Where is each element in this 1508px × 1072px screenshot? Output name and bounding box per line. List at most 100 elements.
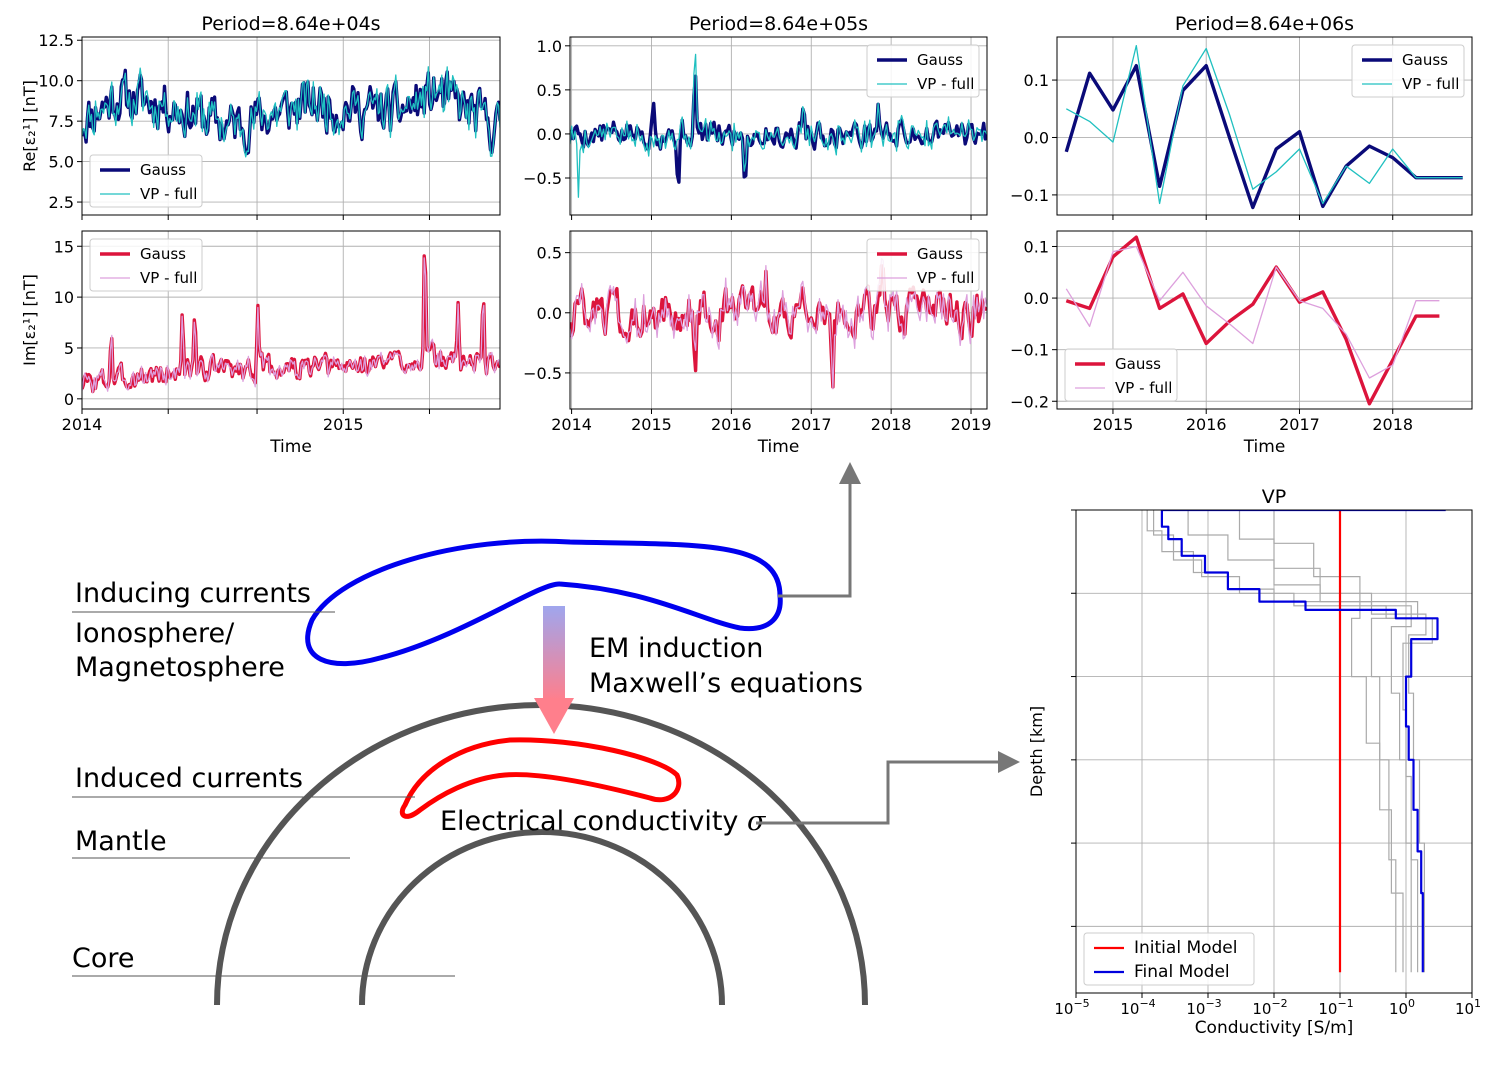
x-axis-label: Time: [757, 437, 800, 457]
x-axis-label: Conductivity [S/m]: [1195, 1018, 1354, 1038]
x-tick-base: 10: [1054, 1000, 1073, 1018]
charts-layer: 2.5 5.0 7.5 10.0 12.5 Period=8.64e+04s Re[ε₂¹]…: [20, 13, 1481, 1038]
legend-label: VP - full: [917, 269, 974, 287]
y-tick-label: 0.5: [537, 81, 562, 100]
plot-area: [82, 66, 500, 158]
y-tick-label: −0.1: [1010, 341, 1049, 360]
y-tick-label: −0.2: [1010, 392, 1049, 411]
y-tick-label: 5.0: [49, 153, 74, 172]
ensemble-model-line: [1153, 510, 1433, 973]
y-tick-label: 15: [54, 237, 74, 256]
chart-imag-3: −0.2 −0.1 0.0 0.1 2015 2016 2017 2018 Time Gauss V…: [1010, 230, 1473, 457]
legend-label: Gauss: [917, 245, 963, 263]
plot-area: [570, 53, 987, 198]
y-tick-label: 12.5: [38, 31, 74, 50]
label-core: Core: [72, 943, 135, 974]
legend-label: Gauss: [140, 161, 186, 179]
x-axis: 10−5 10−4 10−3 10−2 10−1 100 101: [1054, 993, 1481, 1018]
ensemble-model-line: [1146, 510, 1427, 973]
x-tick-label: 2014: [551, 415, 592, 434]
y-tick-label: 0.5: [537, 244, 562, 263]
legend: Gauss VP - full: [866, 44, 980, 98]
x-tick-label: 2017: [791, 415, 832, 434]
chart-imag-2: −0.5 0.0 0.5 2014 2015 2016 2017 2018 2019 Time Ga…: [523, 230, 992, 457]
x-tick-exponent: −5: [1073, 997, 1089, 1010]
y-tick-label: 0.0: [537, 125, 562, 144]
y-tick-label: −0.1: [1010, 186, 1049, 205]
y-axis: −0.1 0.0 0.1: [1010, 71, 1057, 205]
x-tick-label: 2016: [711, 415, 752, 434]
y-tick-label: 5: [64, 339, 74, 358]
y-tick-label: 0: [64, 390, 74, 409]
chart-real-3: −0.1 0.0 0.1 Period=8.64e+06s Gauss VP - full: [1010, 13, 1473, 220]
y-tick-label: 2.5: [49, 193, 74, 212]
legend-label: VP - full: [140, 269, 197, 287]
chart-imag-1: 0 5 10 15 2014 2015 Time Im[ε₂¹] [nT] Gauss VP - …: [20, 230, 501, 457]
series-line-vp-full: [570, 53, 987, 198]
y-tick-label: −0.5: [523, 364, 562, 383]
x-axis: 2014 2015: [62, 409, 430, 434]
x-tick-base: 10: [1455, 1000, 1474, 1018]
legend-label: VP - full: [140, 185, 197, 203]
legend-box: [1083, 932, 1255, 986]
x-tick-exponent: 0: [1408, 997, 1415, 1010]
label-mantle: Mantle: [75, 826, 167, 857]
label-maxwell: Maxwell’s equations: [589, 668, 863, 699]
x-tick-exponent: −1: [1337, 997, 1353, 1010]
y-tick-label: −0.5: [523, 169, 562, 188]
plot-area: [1065, 235, 1440, 406]
legend: Gauss VP - full: [1064, 348, 1178, 402]
x-tick-label: 2015: [1093, 415, 1134, 434]
x-tick-label: 2015: [631, 415, 672, 434]
axes-frame: [569, 230, 988, 410]
label-ionosphere: Ionosphere/: [75, 618, 235, 649]
x-tick-base: 10: [1120, 1000, 1139, 1018]
x-tick-base: 10: [1252, 1000, 1271, 1018]
chart-title: Period=8.64e+04s: [201, 13, 380, 35]
x-axis-label: Time: [269, 437, 312, 457]
y-axis-label: Depth [km]: [1027, 706, 1046, 797]
series-line-vp-full: [82, 66, 500, 158]
x-tick-exponent: −4: [1139, 997, 1155, 1010]
x-tick-exponent: −3: [1205, 997, 1221, 1010]
y-tick-label: 10.0: [38, 72, 74, 91]
y-axis: [1071, 509, 1076, 927]
y-axis: 0 5 10 15: [54, 237, 82, 409]
connector-to-timeseries-head: [839, 462, 861, 484]
axes-frame: [1056, 36, 1473, 216]
axes-frame: [81, 230, 501, 410]
x-tick-exponent: −2: [1271, 997, 1287, 1010]
x-tick-label: 2018: [1372, 415, 1413, 434]
legend: Gauss VP - full: [866, 238, 980, 292]
x-tick-label: 2014: [62, 415, 103, 434]
connector-to-profile: [756, 760, 1000, 825]
core-shell: [359, 829, 725, 1006]
ensemble-model-line: [1273, 510, 1419, 973]
legend-label: Gauss: [1402, 51, 1448, 69]
y-axis-label: Re[ε₂¹] [nT]: [20, 80, 39, 172]
x-tick-base: 10: [1318, 1000, 1337, 1018]
induction-schematic: Inducing currents Ionosphere/ Magnetosph…: [72, 462, 1020, 1006]
legend-label: VP - full: [917, 75, 974, 93]
y-tick-label: 7.5: [49, 112, 74, 131]
x-tick-label: 2019: [951, 415, 992, 434]
x-axis: [571, 215, 972, 220]
x-tick-label: 10−1: [1318, 997, 1353, 1018]
series-line-vp-full: [1065, 245, 1440, 379]
series-line-vp-full: [570, 257, 987, 390]
connector-to-timeseries: [778, 482, 852, 598]
y-tick-label: 0.0: [1024, 128, 1049, 147]
x-tick-base: 10: [1389, 1000, 1408, 1018]
axes-frame: [569, 36, 988, 216]
label-magnetosphere: Magnetosphere: [75, 652, 285, 683]
legend-label: Initial Model: [1134, 938, 1238, 958]
y-tick-label: 0.1: [1024, 71, 1049, 90]
legend-label: Gauss: [1115, 355, 1161, 373]
label-induced-currents: Induced currents: [75, 763, 303, 794]
legend: Gauss VP - full: [89, 238, 203, 292]
legend: Gauss VP - full: [1351, 44, 1465, 98]
legend: Gauss VP - full: [89, 154, 203, 208]
plot-area: [570, 257, 987, 390]
ensemble-model-line: [1187, 510, 1404, 973]
